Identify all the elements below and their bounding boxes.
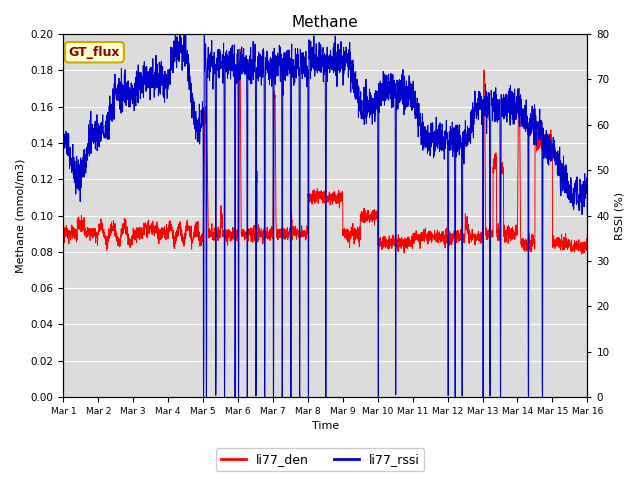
Legend: li77_den, li77_rssi: li77_den, li77_rssi — [216, 448, 424, 471]
Y-axis label: Methane (mmol/m3): Methane (mmol/m3) — [15, 158, 25, 273]
li77_rssi — [150, 95, 158, 100]
li77_den — [578, 251, 586, 257]
X-axis label: Time: Time — [312, 421, 339, 432]
Line: li77_den: li77_den — [63, 49, 588, 254]
li77_rssi — [261, 394, 269, 400]
li77_rssi — [573, 183, 581, 189]
li77_den — [284, 231, 291, 237]
Y-axis label: RSSI (%): RSSI (%) — [615, 192, 625, 240]
li77_den — [236, 46, 244, 52]
li77_rssi — [200, 394, 207, 400]
Text: GT_flux: GT_flux — [68, 46, 120, 59]
li77_rssi — [60, 147, 67, 153]
li77_rssi — [517, 112, 525, 118]
li77_den — [60, 235, 67, 240]
Line: li77_rssi: li77_rssi — [63, 24, 588, 397]
Title: Methane: Methane — [292, 15, 359, 30]
li77_den — [573, 244, 581, 250]
li77_den — [517, 236, 525, 241]
li77_den — [584, 231, 591, 237]
li77_den — [260, 222, 268, 228]
li77_den — [150, 233, 158, 239]
li77_rssi — [172, 22, 179, 27]
li77_den — [119, 221, 127, 227]
li77_rssi — [119, 83, 127, 88]
li77_rssi — [584, 213, 591, 218]
li77_rssi — [284, 68, 291, 74]
